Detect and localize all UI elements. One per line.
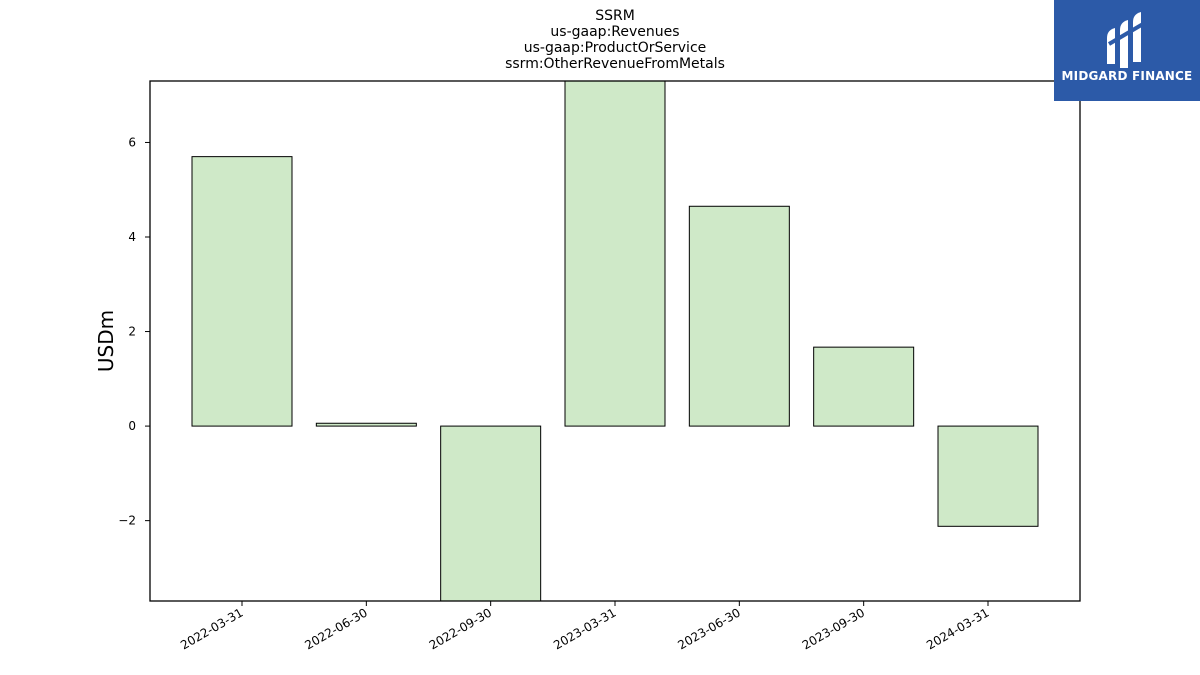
x-axis-ticks: 2022-03-31 2022-06-30 2022-09-30 2023-03-31… <box>178 601 992 652</box>
bars <box>191 80 1039 602</box>
bar-2023-03-31 <box>564 80 666 427</box>
x-tick-label: 2023-09-30 <box>800 605 867 652</box>
bar-2023-09-30 <box>813 346 915 427</box>
y-tick-label: 4 <box>128 230 136 244</box>
chart-title-line: us-gaap:ProductOrService <box>524 40 707 56</box>
midgard-finance-logo: MIDGARD FINANCE <box>1054 0 1200 101</box>
x-tick-label: 2022-06-30 <box>302 605 369 652</box>
chart-title: SSRMus-gaap:Revenuesus-gaap:ProductOrSer… <box>505 8 725 72</box>
x-tick-label: 2023-03-31 <box>551 605 618 652</box>
bar-2022-09-30 <box>440 425 542 602</box>
y-axis-ticks: −2 0 2 4 6 <box>118 135 150 528</box>
chart-title-line: us-gaap:Revenues <box>550 24 679 40</box>
plot-frame <box>149 80 1081 602</box>
y-tick-label: −2 <box>118 514 136 528</box>
x-tick-label: 2022-03-31 <box>178 605 245 652</box>
y-tick-label: 0 <box>128 419 136 433</box>
bar-2022-03-31 <box>191 156 293 427</box>
bar-2022-06-30 <box>315 422 417 427</box>
x-tick-label: 2023-06-30 <box>675 605 742 652</box>
x-tick-label: 2024-03-31 <box>924 605 991 652</box>
bar-2024-03-31 <box>937 425 1039 527</box>
chart-title-line: SSRM <box>595 8 635 24</box>
logo-text: MIDGARD FINANCE <box>1061 69 1193 83</box>
y-axis-label: USDm <box>94 310 118 372</box>
y-tick-label: 2 <box>128 325 136 339</box>
y-tick-label: 6 <box>128 135 136 149</box>
chart-title-line: ssrm:OtherRevenueFromMetals <box>505 56 725 72</box>
bar-2023-06-30 <box>688 205 790 427</box>
midgard-m-icon <box>1107 12 1145 68</box>
x-tick-label: 2022-09-30 <box>427 605 494 652</box>
